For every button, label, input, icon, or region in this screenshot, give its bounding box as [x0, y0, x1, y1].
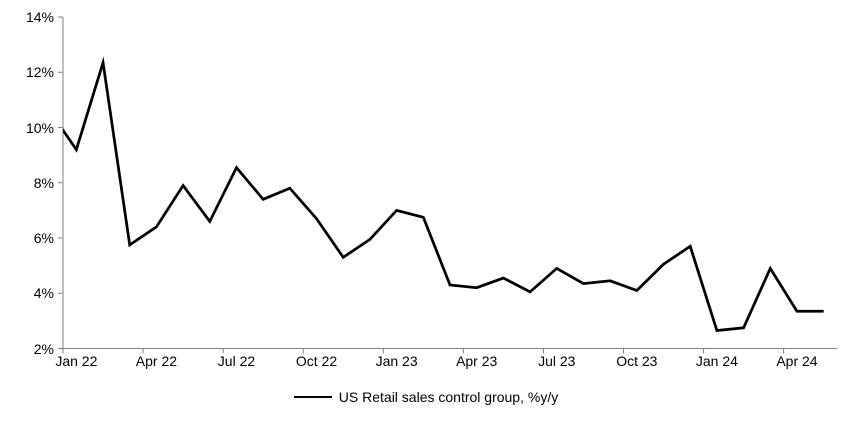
y-tick-label: 8% — [33, 174, 54, 191]
x-tick-label: Oct 22 — [295, 353, 338, 369]
y-tick-label: 4% — [33, 285, 54, 302]
x-tick-label: Jan 23 — [375, 353, 418, 369]
x-tick-label: Jan 22 — [55, 353, 98, 369]
x-tick-label: Apr 24 — [776, 353, 818, 369]
x-tick-label: Oct 23 — [616, 353, 658, 369]
legend-series-label: US Retail sales control group, %y/y — [338, 389, 559, 405]
y-tick-label: 14% — [25, 9, 54, 25]
series-line-retail-control-group — [63, 56, 824, 333]
y-tick-label: 2% — [33, 340, 54, 357]
x-tick-label: Jan 24 — [695, 353, 738, 369]
x-tick-label: Apr 23 — [456, 353, 498, 369]
x-tick-label: Apr 22 — [135, 353, 178, 369]
chart-legend: US Retail sales control group, %y/y — [0, 388, 852, 406]
y-tick-label: 12% — [25, 64, 54, 81]
x-tick-label: Jul 23 — [538, 353, 576, 369]
x-tick-label: Jul 22 — [217, 353, 256, 369]
axes — [62, 17, 837, 349]
y-tick-label: 6% — [33, 230, 54, 246]
y-tick-label: 10% — [25, 119, 54, 136]
legend-line-sample — [293, 396, 332, 398]
